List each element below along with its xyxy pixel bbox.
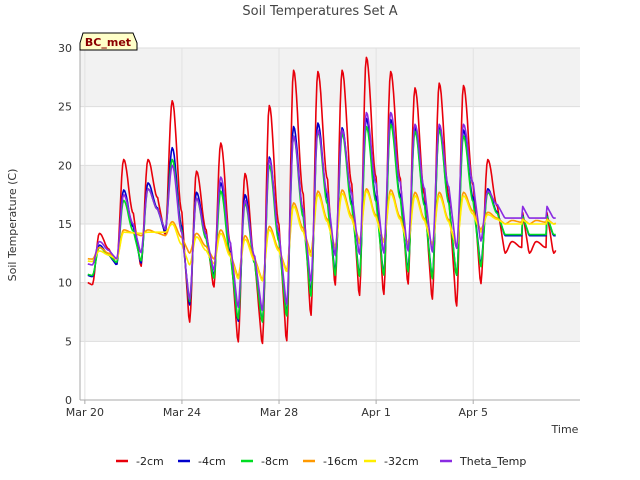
chart-title: Soil Temperatures Set A [242,4,397,19]
plot-band [80,341,580,400]
plot-band [80,282,580,342]
plot-band [80,106,580,166]
x-tick-label: Mar 20 [66,406,104,419]
y-tick-label: 15 [58,218,72,231]
plot-band [80,48,580,107]
y-axis-label: Soil Temperature (C) [6,169,19,282]
y-tick-label: 10 [58,277,72,290]
legend-label: -32cm [384,455,419,468]
x-tick-label: Apr 1 [361,406,391,419]
x-tick-label: Mar 28 [260,406,298,419]
legend-label: -8cm [261,455,289,468]
x-axis-label: Time [551,423,579,436]
axes: 0 5 10 15 20 25 30 Mar 20 Mar 24 Mar 28 Apr 1 Apr 5 [58,42,580,419]
legend-item: -32cm [364,455,419,468]
station-badge: BC_met [79,32,138,51]
legend-item: -8cm [241,455,289,468]
plot-background [80,48,580,400]
y-tick-label: 0 [65,394,72,407]
legend-label: Theta_Temp [459,455,526,468]
x-tick-label: Apr 5 [458,406,488,419]
legend-label: -4cm [198,455,226,468]
x-tick-label: Mar 24 [163,406,201,419]
y-tick-label: 25 [58,101,72,114]
badge-box [79,32,138,51]
legend-item: Theta_Temp [440,455,526,468]
y-tick-label: 30 [58,42,72,55]
legend: -2cm -4cm -8cm -16cm -32cm Theta_Temp [116,455,526,468]
legend-item: -2cm [116,455,164,468]
legend-item: -4cm [178,455,226,468]
badge-label: BC_met [85,36,131,49]
legend-label: -16cm [323,455,358,468]
legend-label: -2cm [136,455,164,468]
series-line-thetatemp [87,111,556,312]
series-lines [87,56,557,345]
y-tick-label: 20 [58,159,72,172]
y-tick-label: 5 [65,335,72,348]
legend-item: -16cm [303,455,358,468]
